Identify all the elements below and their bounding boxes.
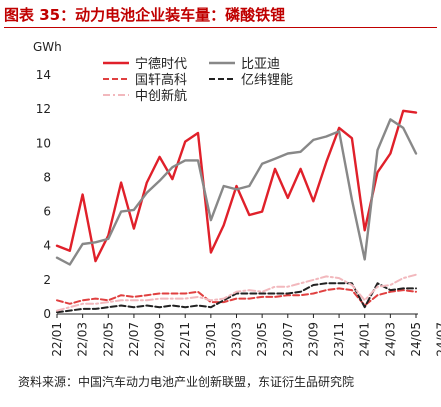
y-tick-label: 2 (43, 273, 51, 287)
y-tick-label: 14 (36, 68, 51, 82)
source-note: 资料来源：中国汽车动力电池产业创新联盟，东证衍生品研究院 (18, 375, 355, 389)
x-tick-label: 22/07 (127, 322, 141, 357)
series-line (55, 118, 418, 266)
x-tick-label: 24/05 (409, 322, 423, 357)
x-tick-label: 24/07 (435, 322, 441, 357)
y-tick-label: 12 (36, 102, 51, 116)
x-tick-label: 22/11 (178, 322, 192, 357)
y-tick-label: 0 (43, 307, 51, 321)
x-tick-label: 23/07 (281, 322, 295, 357)
x-tick-label: 22/01 (50, 322, 64, 357)
title-divider (4, 27, 437, 28)
x-tick-label: 23/05 (255, 322, 269, 357)
legend-label: 宁德时代 (135, 56, 187, 72)
y-tick-label: 10 (36, 136, 51, 150)
series-line (56, 287, 417, 307)
line-chart: 0 2 4 6 8 10 12 14 22/01 22/03 22/05 22/07 22/09 22/1… (36, 56, 441, 357)
x-tick-label: 22/09 (153, 322, 167, 357)
x-tick-label: 22/03 (76, 322, 90, 357)
legend-label: 亿纬锂能 (241, 73, 293, 88)
y-tick-label: 6 (43, 205, 51, 219)
y-axis-unit: GWh (33, 40, 62, 54)
series-line (55, 109, 418, 263)
y-tick-label: 8 (43, 170, 51, 184)
x-tick-label: 24/03 (383, 322, 397, 357)
legend-label: 国轩高科 (135, 72, 187, 88)
x-tick-label: 23/09 (306, 322, 320, 357)
x-tick-label: 22/05 (101, 322, 115, 357)
page-title: 图表 35：动力电池企业装车量：磷酸铁锂 (4, 6, 286, 24)
x-tick-label: 23/03 (230, 322, 244, 357)
x-tick-label: 23/01 (204, 322, 218, 357)
x-tick-label: 24/01 (358, 322, 372, 357)
legend-label: 比亚迪 (241, 57, 280, 72)
x-tick-label: 23/11 (332, 322, 346, 357)
series-line (56, 273, 417, 312)
y-tick-label: 4 (43, 239, 51, 253)
legend-label: 中创新航 (135, 88, 187, 104)
